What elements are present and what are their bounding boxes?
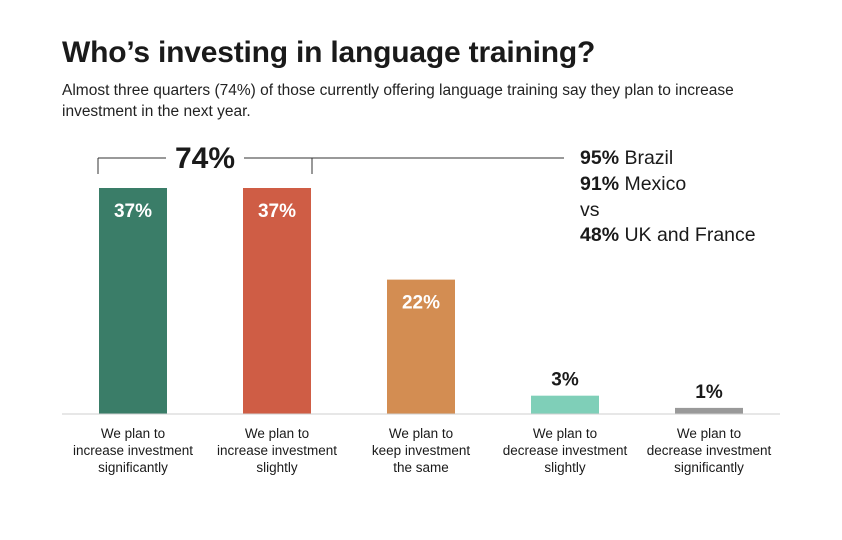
bar-value-label-5: 1%	[695, 382, 723, 403]
bar-2	[243, 188, 311, 414]
note-brazil: 95% Brazil	[580, 147, 674, 169]
note-uk-france: 48% UK and France	[580, 224, 756, 246]
bar-3	[387, 279, 455, 414]
category-label-4-line-2: decrease investment	[503, 443, 628, 458]
bar-4	[531, 395, 599, 414]
category-label-1-line-1: We plan to	[101, 426, 165, 441]
category-label-1-line-3: significantly	[98, 460, 168, 475]
category-label-5-line-1: We plan to	[677, 426, 741, 441]
category-label-1-line-2: increase investment	[73, 443, 193, 458]
category-label-4-line-3: slightly	[544, 460, 586, 475]
category-label-3-line-2: keep investment	[372, 443, 471, 458]
bar-value-label-1: 37%	[114, 201, 152, 222]
bar-value-label-3: 22%	[402, 293, 440, 314]
bar-5	[675, 407, 743, 414]
category-label-4-line-1: We plan to	[533, 426, 597, 441]
chart-subtitle: Almost three quarters (74%) of those cur…	[62, 82, 734, 120]
bar-value-label-4: 3%	[551, 370, 579, 391]
note-vs: vs	[580, 199, 600, 221]
bar-value-label-2: 37%	[258, 201, 296, 222]
category-label-2-line-3: slightly	[256, 460, 298, 475]
category-label-3-line-3: the same	[393, 460, 449, 475]
category-label-2-line-1: We plan to	[245, 426, 309, 441]
bracket-label: 74%	[175, 142, 235, 175]
category-label-5-line-3: significantly	[674, 460, 744, 475]
bar-1	[99, 188, 167, 414]
category-label-5-line-2: decrease investment	[647, 443, 772, 458]
chart-title: Who’s investing in language training?	[62, 36, 596, 69]
note-mexico: 91% Mexico	[580, 173, 687, 195]
category-label-2-line-2: increase investment	[217, 443, 337, 458]
category-label-3-line-1: We plan to	[389, 426, 453, 441]
